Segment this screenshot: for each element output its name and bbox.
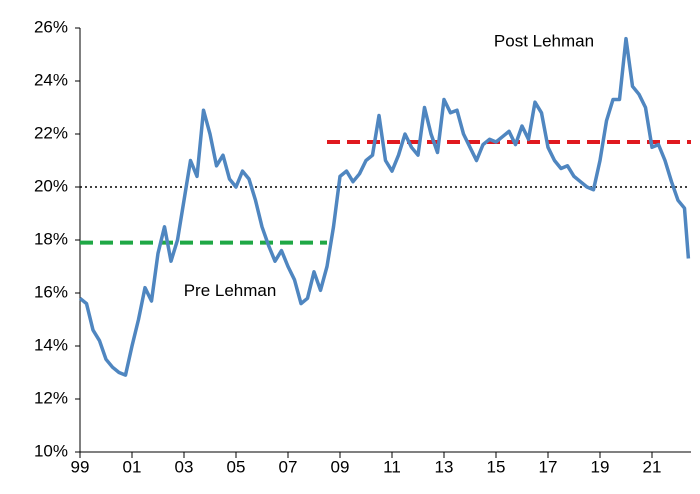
x-tick-label: 17 — [539, 457, 558, 476]
y-tick-label: 14% — [34, 335, 68, 354]
annotation: Post Lehman — [494, 31, 594, 50]
x-tick-label: 05 — [227, 457, 246, 476]
x-tick-label: 21 — [643, 457, 662, 476]
x-tick-label: 03 — [175, 457, 194, 476]
y-tick-label: 20% — [34, 176, 68, 195]
x-tick-label: 01 — [123, 457, 142, 476]
y-tick-label: 24% — [34, 70, 68, 89]
data-line — [78, 36, 691, 377]
y-tick-label: 16% — [34, 282, 68, 301]
x-tick-label: 13 — [435, 457, 454, 476]
y-tick-label: 22% — [34, 123, 68, 142]
y-tick-label: 12% — [34, 388, 68, 407]
y-tick-label: 26% — [34, 17, 68, 36]
x-tick-label: 19 — [591, 457, 610, 476]
y-tick-label: 18% — [34, 229, 68, 248]
y-tick-label: 10% — [34, 441, 68, 460]
x-tick-label: 15 — [487, 457, 506, 476]
x-tick-label: 07 — [279, 457, 298, 476]
x-tick-label: 09 — [331, 457, 350, 476]
x-tick-label: 99 — [71, 457, 90, 476]
annotation: Pre Lehman — [184, 281, 277, 300]
x-tick-label: 11 — [383, 457, 401, 476]
